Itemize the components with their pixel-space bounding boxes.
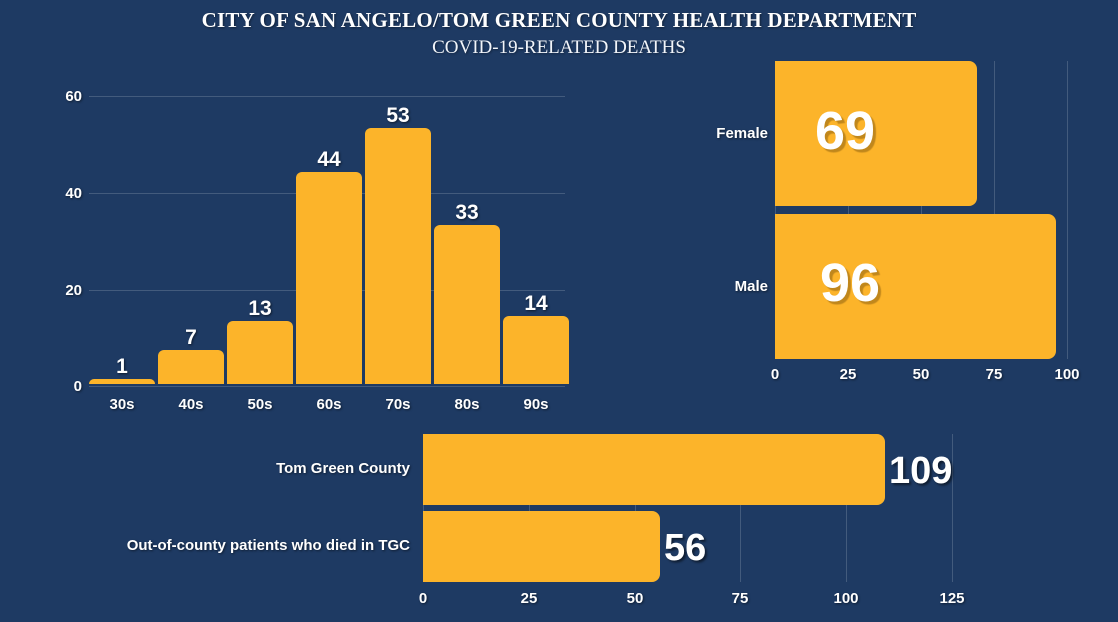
x-category-90s: 90s xyxy=(523,396,549,413)
value-age-70s: 53 xyxy=(386,104,410,127)
gridline-100 xyxy=(1067,61,1068,359)
x-category-60s: 60s xyxy=(316,396,342,413)
bar-age-60s[interactable] xyxy=(296,172,362,384)
bar-age-30s[interactable] xyxy=(89,379,155,384)
value-age-80s: 33 xyxy=(455,201,479,224)
x-tick-75: 75 xyxy=(731,590,749,607)
bar-age-80s[interactable] xyxy=(434,225,500,384)
value-age-60s: 44 xyxy=(317,148,341,171)
x-category-40s: 40s xyxy=(178,396,204,413)
chart-deaths-by-age-group: 60 40 20 0 1 7 13 44 53 33 14 30s 40s 50… xyxy=(0,0,600,420)
y-tick-0: 0 xyxy=(73,378,82,395)
value-gender-female: 69 xyxy=(815,101,876,161)
y-category-out-of-county: Out-of-county patients who died in TGC xyxy=(126,537,410,554)
x-category-80s: 80s xyxy=(454,396,480,413)
x-tick-50: 50 xyxy=(912,366,930,383)
y-tick-20: 20 xyxy=(65,282,82,299)
x-tick-75: 75 xyxy=(985,366,1003,383)
x-tick-100: 100 xyxy=(1054,366,1080,383)
gridline-125 xyxy=(952,434,953,582)
chart-deaths-by-gender: Female Male 69 96 0 25 50 75 100 xyxy=(690,0,1118,400)
x-tick-0: 0 xyxy=(770,366,780,383)
gridline-100 xyxy=(846,434,847,582)
bar-residency-out-of-county[interactable] xyxy=(423,511,660,582)
value-gender-male: 96 xyxy=(820,253,881,313)
gridline-60 xyxy=(89,96,565,97)
bar-age-90s[interactable] xyxy=(503,316,569,384)
x-category-30s: 30s xyxy=(109,396,135,413)
page-header: CITY OF SAN ANGELO/TOM GREEN COUNTY HEAL… xyxy=(0,0,1118,59)
chart-deaths-by-residency: Tom Green County Out-of-county patients … xyxy=(0,420,1010,622)
page-subtitle: COVID-19-RELATED DEATHS xyxy=(432,37,686,58)
y-category-female: Female xyxy=(716,125,768,142)
x-tick-100: 100 xyxy=(833,590,859,607)
bar-gender-male[interactable] xyxy=(775,214,1056,359)
gridline-25 xyxy=(529,434,530,582)
gridline-0 xyxy=(89,386,565,387)
x-tick-50: 50 xyxy=(626,590,644,607)
gridline-75 xyxy=(740,434,741,582)
bar-age-70s[interactable] xyxy=(365,128,431,384)
gridline-0 xyxy=(775,61,776,359)
x-tick-125: 125 xyxy=(939,590,965,607)
bar-age-50s[interactable] xyxy=(227,321,293,384)
y-tick-60: 60 xyxy=(65,88,82,105)
x-tick-0: 0 xyxy=(418,590,428,607)
page-title: CITY OF SAN ANGELO/TOM GREEN COUNTY HEAL… xyxy=(201,8,917,32)
y-category-tom-green-county: Tom Green County xyxy=(276,460,410,477)
y-tick-40: 40 xyxy=(65,185,82,202)
bar-residency-tom-green-county[interactable] xyxy=(423,434,885,505)
gridline-25 xyxy=(848,61,849,359)
value-age-30s: 1 xyxy=(116,355,128,378)
gridline-50 xyxy=(635,434,636,582)
x-tick-25: 25 xyxy=(520,590,538,607)
bar-gender-female[interactable] xyxy=(775,61,977,206)
y-category-male: Male xyxy=(734,278,768,295)
x-tick-25: 25 xyxy=(839,366,857,383)
gridline-50 xyxy=(921,61,922,359)
x-category-70s: 70s xyxy=(385,396,411,413)
value-age-50s: 13 xyxy=(248,297,272,320)
gridline-75 xyxy=(994,61,995,359)
value-age-90s: 14 xyxy=(524,292,548,315)
x-category-50s: 50s xyxy=(247,396,273,413)
value-residency-tom-green-county: 109 xyxy=(889,450,953,492)
value-age-40s: 7 xyxy=(185,326,197,349)
gridline-0 xyxy=(423,434,424,582)
value-residency-out-of-county: 56 xyxy=(664,527,707,569)
bar-age-40s[interactable] xyxy=(158,350,224,384)
